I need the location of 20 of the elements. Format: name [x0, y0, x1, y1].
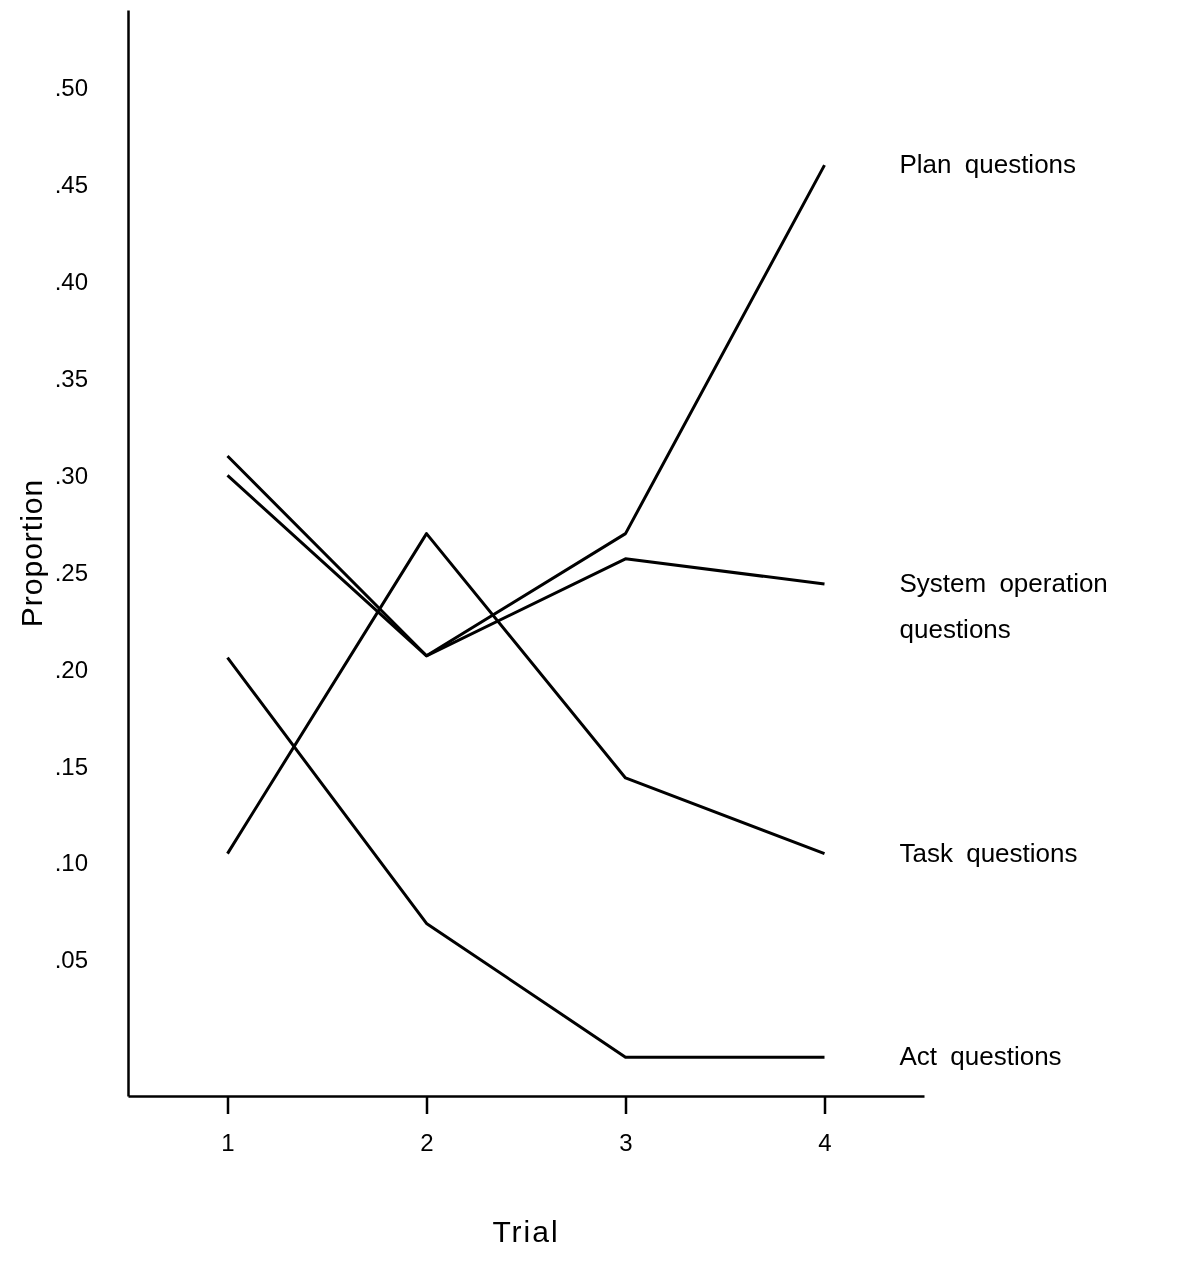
text: Plan questions: [899, 149, 1077, 180]
y-tick-label: .30: [54, 461, 88, 489]
text: Act questions: [899, 1041, 1062, 1072]
x-tick-label: 3: [619, 1129, 633, 1157]
y-tick-label: .35: [54, 364, 88, 392]
text: System operation questions: [899, 568, 1108, 645]
text: Task questions: [899, 837, 1078, 868]
y-tick-label: .45: [54, 170, 88, 198]
y-tick-label: .05: [54, 946, 88, 974]
x-tick-label: 4: [818, 1129, 832, 1157]
y-tick-label: .50: [54, 73, 88, 101]
y-tick-label: .40: [54, 267, 88, 295]
x-axis-title: Trial: [492, 1215, 560, 1248]
x-tick-label: 2: [420, 1129, 434, 1157]
y-tick-label: .10: [54, 849, 88, 877]
x-tick-label: 1: [221, 1129, 235, 1157]
y-tick-label: .25: [54, 558, 88, 586]
y-tick-label: .15: [54, 752, 88, 780]
y-tick-label: .20: [54, 655, 88, 683]
y-axis-title: Proportion: [15, 478, 48, 628]
